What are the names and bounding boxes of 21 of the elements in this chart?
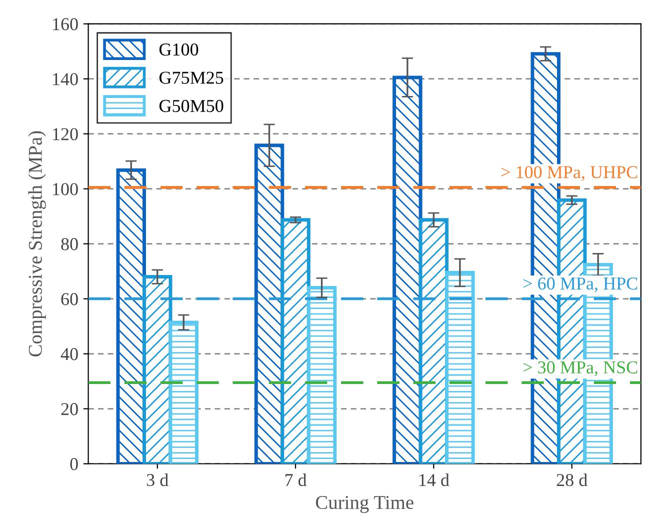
ref-line-label: > 30 MPa, NSC: [524, 361, 638, 376]
legend-label: G100: [159, 43, 198, 56]
y-axis-title: Compressive Strength (MPa): [28, 131, 46, 356]
ref-line-label: > 60 MPa, HPC: [524, 277, 638, 292]
x-tick-label: 14 d: [419, 473, 450, 486]
y-tick-label: 80: [61, 238, 78, 250]
ref-line-label: > 100 MPa, UHPC: [501, 166, 638, 181]
y-tick-label: 140: [53, 73, 78, 86]
legend-label: G75M25: [159, 72, 224, 84]
x-tick-label: 7 d: [285, 473, 307, 486]
y-tick-label: 0: [70, 458, 78, 470]
x-axis-title: Curing Time: [316, 496, 414, 514]
y-tick-label: 20: [61, 403, 78, 416]
y-tick-label: 100: [53, 183, 78, 196]
y-tick-label: 40: [60, 348, 78, 360]
legend-label: G50M50: [159, 100, 224, 112]
x-tick-label: 3 d: [146, 473, 168, 486]
y-tick-label: 60: [61, 293, 78, 306]
y-tick-label: 160: [53, 18, 78, 30]
y-tick-label: 120: [53, 128, 78, 140]
x-tick-label: 28 d: [556, 473, 588, 486]
